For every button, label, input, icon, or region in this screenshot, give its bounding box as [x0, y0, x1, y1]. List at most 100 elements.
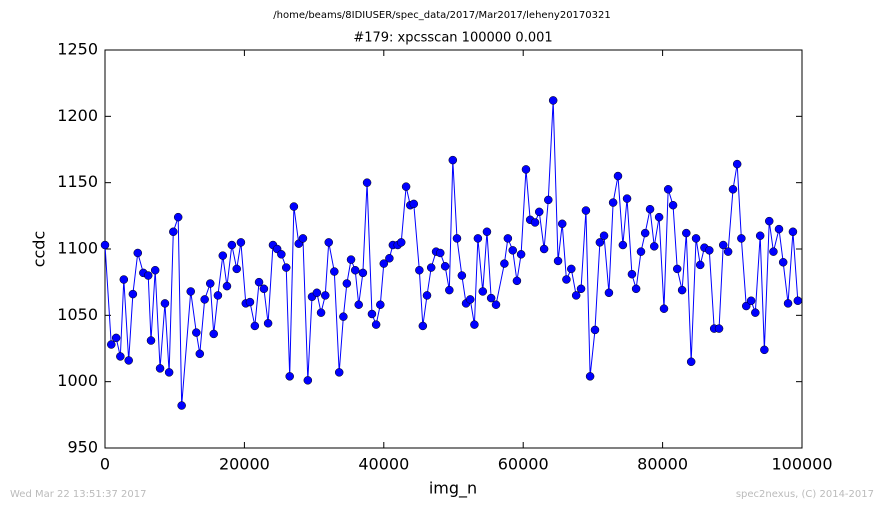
data-point: [677, 285, 687, 295]
data-point: [521, 165, 531, 174]
data-point: [486, 293, 496, 303]
data-point: [622, 194, 632, 203]
data-point: [741, 301, 751, 311]
data-point: [512, 276, 522, 286]
data-point: [385, 254, 394, 263]
data-point: [548, 96, 558, 105]
data-point: [645, 204, 655, 214]
y-tick-label: 1150: [57, 172, 98, 191]
chart-title: #179: xpcsscan 100000 0.001: [353, 31, 552, 46]
data-point: [200, 295, 209, 304]
footer-left: Wed Mar 22 13:51:37 2017: [10, 489, 146, 500]
data-point: [769, 247, 778, 256]
data-point: [367, 309, 377, 319]
data-point: [218, 251, 228, 260]
data-point: [222, 281, 232, 291]
data-point: [590, 325, 600, 335]
data-point: [473, 234, 483, 243]
data-point: [778, 258, 788, 267]
data-point: [289, 202, 299, 211]
data-point: [107, 340, 116, 349]
data-point: [334, 368, 344, 377]
data-point: [470, 320, 479, 329]
x-tick-label: 80000: [637, 455, 688, 474]
data-point: [303, 376, 313, 385]
data-point: [362, 178, 372, 187]
data-point: [613, 171, 623, 181]
data-point: [576, 284, 586, 294]
data-point: [534, 207, 544, 217]
data-point: [465, 295, 475, 304]
data-point: [663, 185, 673, 194]
data-point: [764, 216, 774, 226]
data-point: [177, 401, 186, 410]
y-tick-label: 950: [67, 438, 98, 457]
data-point: [604, 288, 614, 298]
data-point: [659, 304, 669, 313]
y-tick-label: 1100: [57, 239, 98, 258]
data-point: [418, 321, 428, 331]
data-point: [312, 288, 322, 298]
data-point: [448, 155, 458, 165]
data-point: [649, 242, 659, 251]
x-tick-label: 0: [100, 455, 110, 474]
data-point: [723, 247, 733, 256]
x-tick-label: 100000: [771, 455, 832, 474]
data-point: [682, 228, 691, 238]
data-point: [539, 244, 549, 254]
data-point: [788, 227, 798, 237]
data-point: [718, 240, 728, 250]
data-point: [358, 268, 368, 278]
data-point: [354, 300, 363, 309]
data-point: [321, 291, 330, 300]
data-point: [254, 277, 264, 287]
data-point: [298, 234, 308, 243]
data-point: [346, 255, 356, 264]
data-point: [728, 185, 738, 194]
data-point: [654, 212, 664, 222]
data-point: [691, 234, 701, 243]
data-point: [133, 248, 143, 258]
data-point: [599, 231, 609, 240]
data-point: [668, 200, 678, 210]
suptitle: /home/beams/8IDIUSER/spec_data/2017/Mar2…: [273, 10, 610, 21]
data-point: [164, 368, 174, 377]
data-point: [186, 287, 195, 296]
y-tick-label: 1000: [57, 371, 98, 390]
data-point: [482, 227, 492, 237]
data-point: [636, 247, 646, 256]
data-point: [631, 284, 641, 294]
y-tick-label: 1200: [57, 106, 98, 125]
data-point: [143, 271, 153, 280]
data-point: [259, 284, 269, 294]
data-point: [426, 263, 436, 272]
data-point: [618, 240, 628, 250]
data-point: [640, 228, 650, 238]
data-point: [376, 300, 385, 309]
data-point: [401, 182, 411, 191]
data-point: [737, 234, 746, 243]
data-point: [516, 250, 526, 259]
x-tick-label: 60000: [498, 455, 549, 474]
data-point: [205, 279, 215, 288]
data-point: [530, 218, 540, 227]
data-point: [100, 240, 110, 250]
data-point: [627, 269, 637, 279]
data-point: [567, 264, 576, 274]
data-point: [227, 240, 237, 250]
data-point: [422, 291, 432, 300]
data-point: [445, 285, 454, 295]
data-point: [585, 372, 595, 381]
data-point: [440, 261, 450, 271]
x-tick-label: 20000: [219, 455, 270, 474]
data-point: [544, 195, 553, 205]
data-point: [324, 238, 333, 247]
data-point: [146, 336, 156, 345]
data-point: [581, 206, 591, 215]
data-point: [379, 259, 389, 268]
data-line: [104, 100, 799, 406]
data-point: [732, 159, 742, 169]
data-point: [553, 256, 563, 266]
data-point: [457, 271, 467, 280]
